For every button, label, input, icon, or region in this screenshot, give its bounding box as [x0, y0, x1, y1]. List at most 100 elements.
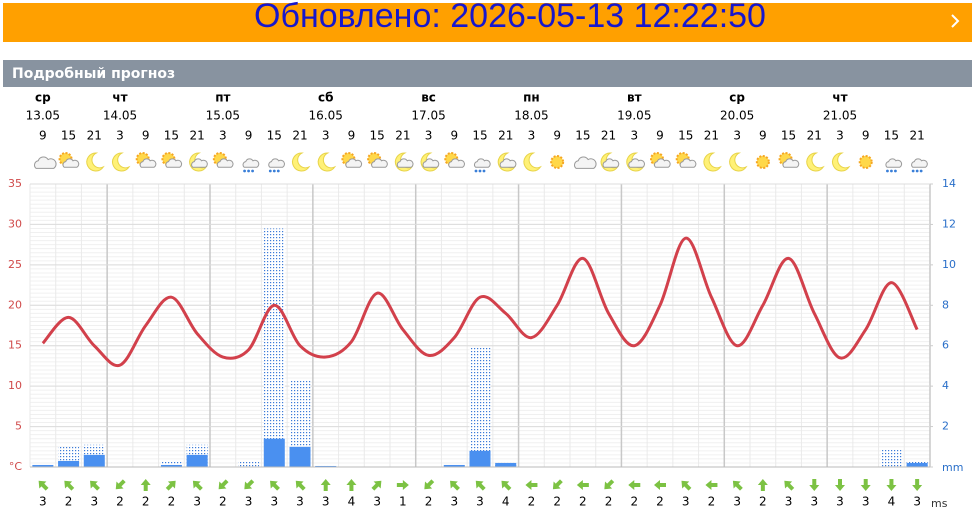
- cloud: [216, 158, 234, 168]
- hour: 15: [61, 129, 76, 143]
- wind-speed: 2: [656, 495, 664, 509]
- rain-drop: [894, 169, 897, 173]
- banner-arrow[interactable]: [951, 14, 960, 28]
- y-tick-label: 20: [8, 298, 22, 311]
- sun: [550, 155, 565, 169]
- moon: [832, 152, 851, 172]
- weather-icon: [189, 152, 208, 172]
- hour: 9: [759, 129, 767, 143]
- arrow-shape: [320, 479, 331, 491]
- weather-icon: [832, 152, 851, 172]
- wind-arrow: [90, 480, 100, 491]
- date: 20.05: [720, 109, 754, 123]
- wind-speed: 3: [785, 495, 793, 509]
- wind-unit: ms: [931, 497, 948, 508]
- hour: 15: [781, 129, 796, 143]
- wind-speed: 2: [708, 495, 716, 509]
- wind-speed: 4: [348, 495, 356, 509]
- cloud: [679, 158, 697, 168]
- y2-tick-label: 10: [942, 258, 956, 271]
- weather-icon: [135, 152, 157, 168]
- precip-bar: [186, 454, 208, 467]
- date: 19.05: [617, 109, 651, 123]
- wind-arrow: [576, 480, 589, 490]
- arrow-shape: [576, 480, 589, 490]
- weekday: ср: [729, 91, 745, 105]
- wind-arrow: [270, 480, 280, 491]
- hour: 21: [601, 129, 616, 143]
- wind-speed: 2: [425, 495, 433, 509]
- y2-tick-label: 4: [942, 379, 949, 392]
- hour: 9: [553, 129, 561, 143]
- cloud: [242, 158, 260, 168]
- hour: 15: [267, 129, 282, 143]
- cloud: [628, 158, 645, 168]
- rain-drop: [478, 169, 482, 173]
- weather-icon: [497, 152, 517, 172]
- weather-icon: [268, 158, 285, 173]
- wind-arrow: [450, 480, 460, 491]
- wind-arrow: [396, 480, 409, 490]
- wind-arrow: [552, 479, 563, 490]
- hour: 15: [678, 129, 693, 143]
- weather-icon: [473, 158, 491, 173]
- cloud: [448, 158, 465, 168]
- arrow-shape: [218, 479, 229, 490]
- precip-bar: [495, 462, 517, 467]
- wind-arrow: [424, 479, 435, 490]
- wind-arrow: [732, 480, 743, 491]
- rain-drop: [272, 169, 276, 173]
- date: 14.05: [103, 109, 137, 123]
- wind-speed: 2: [579, 495, 587, 509]
- wind-speed: 3: [733, 495, 741, 509]
- wind-arrow: [371, 480, 382, 491]
- arrow-shape: [784, 480, 795, 491]
- rain-drop: [276, 169, 280, 173]
- wind-arrow: [320, 479, 331, 491]
- weekday: чт: [832, 91, 847, 105]
- weather-icon: [675, 152, 697, 168]
- weather-icon: [778, 152, 800, 168]
- wind-speed: 3: [476, 495, 484, 509]
- wind-speed: 4: [888, 495, 896, 509]
- moon: [806, 152, 825, 172]
- weather-icon: [703, 152, 722, 172]
- arrow-shape: [757, 479, 768, 491]
- arrow-shape: [860, 479, 871, 491]
- sun: [755, 155, 770, 169]
- date: 15.05: [206, 109, 240, 123]
- hour: 15: [472, 129, 487, 143]
- cloud: [911, 158, 928, 168]
- date: 17.05: [411, 109, 445, 123]
- arrow-shape: [732, 480, 743, 491]
- wind-arrow: [604, 479, 615, 490]
- update-banner[interactable]: [3, 3, 972, 42]
- hour: 15: [164, 129, 179, 143]
- moon: [86, 152, 105, 172]
- wind-arrow: [835, 479, 845, 491]
- hour: 3: [836, 129, 844, 143]
- arrow-shape: [396, 480, 409, 490]
- precip-bar: [443, 464, 465, 467]
- weather-icon: [911, 158, 928, 173]
- rain-drop: [911, 169, 915, 173]
- wind-arrow: [165, 480, 176, 491]
- precip-max-bar: [238, 460, 260, 467]
- arrow-shape: [90, 480, 100, 491]
- wind-speed: 2: [630, 495, 638, 509]
- hour: 21: [292, 129, 307, 143]
- weather-icon: [755, 155, 770, 169]
- cloud: [165, 158, 183, 168]
- arrow-shape: [604, 479, 615, 490]
- weather-icon: [626, 152, 645, 172]
- y-tick-label: 25: [8, 258, 22, 271]
- arrow-shape: [809, 479, 820, 491]
- precip-max-bar: [469, 347, 491, 467]
- precip-bar: [315, 465, 337, 467]
- arrow-shape: [681, 480, 692, 491]
- weather-icon: [112, 152, 131, 172]
- cloud: [653, 158, 671, 168]
- arrow-shape: [424, 479, 435, 490]
- rain-drop: [268, 169, 272, 173]
- wind-arrow: [912, 479, 923, 491]
